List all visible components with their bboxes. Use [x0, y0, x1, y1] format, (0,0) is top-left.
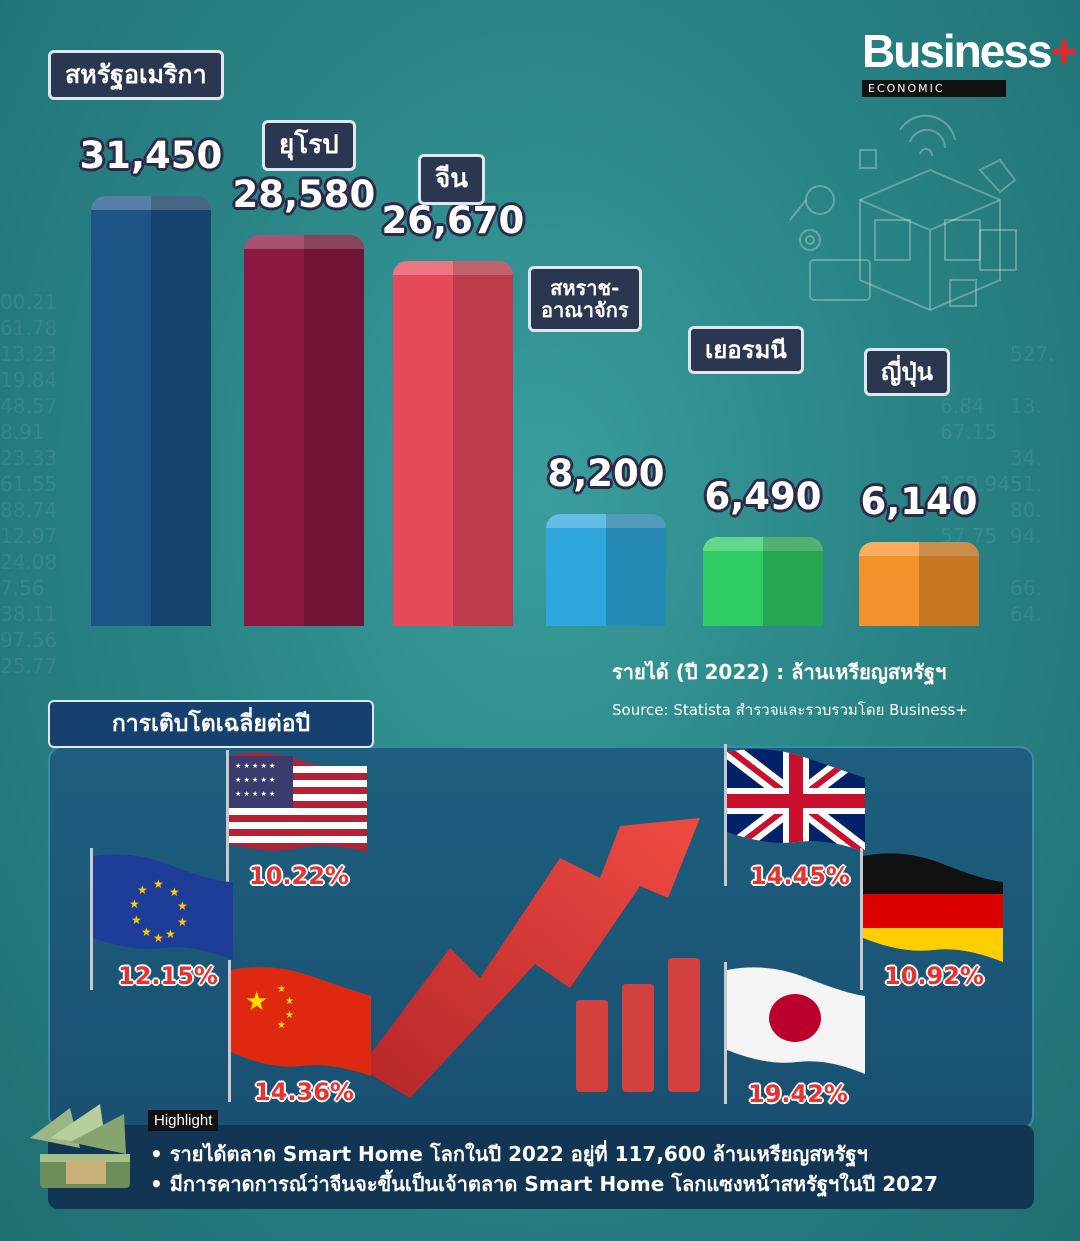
uk-flag-icon — [727, 749, 865, 852]
logo-text: Business — [862, 25, 1053, 77]
logo-subtitle: ECONOMIC — [862, 80, 1006, 97]
usa-flag-icon: ★ ★ ★ ★ ★ ★ ★ ★ ★ ★ ★ ★ ★ ★ ★ — [229, 752, 367, 852]
category-label: ญี่ปุ่น — [864, 348, 951, 397]
chart-bar — [393, 261, 513, 626]
highlight-line: • รายได้ตลาด Smart Home โลกในปี 2022 อยู… — [150, 1142, 868, 1166]
category-label: เยอรมนี — [688, 326, 804, 375]
svg-text:★: ★ — [177, 899, 188, 913]
highlight-tag: Highlight — [148, 1110, 219, 1131]
highlight-box — [48, 1125, 1034, 1209]
category-label: สหราช- อาณาจักร — [528, 266, 642, 332]
unit-label: รายได้ (ปี 2022) : ล้านเหรียญสหรัฐฯ — [612, 660, 947, 684]
svg-text:★: ★ — [153, 877, 164, 891]
eu-growth-pct: 12.15% — [118, 962, 218, 990]
logo-plus: + — [1050, 25, 1078, 77]
category-label: สหรัฐอเมริกา — [48, 50, 224, 100]
smart-home-illustration — [789, 114, 1017, 312]
growth-title: การเติบโตเฉลี่ยต่อปี — [48, 700, 374, 748]
flag-pole — [226, 750, 229, 886]
category-label-text: อาณาจักร — [541, 298, 629, 322]
category-label: ยุโรป — [262, 120, 356, 171]
bar-value-label: 6,140 — [860, 480, 978, 523]
bar-value-label: 6,490 — [704, 475, 822, 518]
flag-pole — [90, 848, 93, 990]
china-flag-icon: ★ ★★★★ — [231, 967, 371, 1076]
category-label-text: ยุโรป — [279, 130, 339, 160]
svg-text:★: ★ — [285, 996, 294, 1007]
svg-text:★ ★ ★ ★ ★: ★ ★ ★ ★ ★ — [235, 776, 275, 784]
category-label-text: สหรัฐอเมริกา — [65, 60, 207, 89]
svg-text:★: ★ — [277, 984, 286, 995]
svg-text:★: ★ — [277, 1020, 286, 1031]
svg-text:★: ★ — [169, 885, 180, 899]
germany-flag-icon — [863, 853, 1003, 962]
money-stack-icon — [30, 1104, 130, 1188]
category-label-text: จีน — [435, 164, 469, 194]
source-text: Source: Statista สำรวจและรวบรวมโดย Busin… — [612, 701, 968, 719]
bar-value-label: 31,450 — [79, 134, 223, 177]
highlight-line: • มีการคาดการณ์ว่าจีนจะขึ้นเป็นเจ้าตลาด … — [150, 1172, 938, 1196]
chart-bar — [244, 235, 364, 626]
chart-bar — [859, 542, 979, 626]
svg-text:★: ★ — [153, 931, 164, 945]
bar-value-label: 26,670 — [381, 199, 525, 242]
japan-flag-icon — [727, 967, 865, 1074]
category-label-text: ญี่ปุ่น — [881, 358, 934, 386]
growth-arrow-graphic — [360, 818, 700, 1098]
svg-text:★ ★ ★ ★ ★: ★ ★ ★ ★ ★ — [235, 790, 275, 798]
svg-text:★: ★ — [165, 927, 176, 941]
eu-flag-icon: ★★ ★★ ★★ ★★ ★★ — [93, 854, 233, 960]
chart-bar — [546, 514, 666, 626]
svg-text:★: ★ — [131, 913, 142, 927]
usa-growth-pct: 10.22% — [249, 862, 349, 890]
uk-growth-pct: 14.45% — [750, 862, 850, 890]
flag-pole — [724, 962, 727, 1104]
svg-text:★: ★ — [137, 883, 148, 897]
svg-text:★: ★ — [177, 915, 188, 929]
germany-growth-pct: 10.92% — [884, 962, 984, 990]
business-plus-logo: Business+ ECONOMIC — [862, 28, 1077, 97]
chart-bar — [703, 537, 823, 626]
flag-pole — [228, 960, 231, 1102]
svg-text:★: ★ — [245, 987, 268, 1017]
svg-text:★ ★ ★ ★ ★: ★ ★ ★ ★ ★ — [235, 762, 275, 770]
category-label: จีน — [418, 154, 486, 205]
chart-bar — [91, 196, 211, 626]
svg-text:★: ★ — [129, 897, 140, 911]
bar-value-label: 8,200 — [547, 452, 665, 495]
china-growth-pct: 14.36% — [254, 1078, 354, 1106]
flag-pole — [860, 848, 863, 990]
bar-value-label: 28,580 — [232, 173, 376, 216]
category-label-text: สหราช- — [550, 276, 620, 300]
japan-growth-pct: 19.42% — [748, 1080, 848, 1108]
svg-text:★: ★ — [285, 1010, 294, 1021]
svg-text:★: ★ — [141, 925, 152, 939]
category-label-text: เยอรมนี — [705, 336, 787, 364]
flag-pole — [724, 744, 727, 886]
